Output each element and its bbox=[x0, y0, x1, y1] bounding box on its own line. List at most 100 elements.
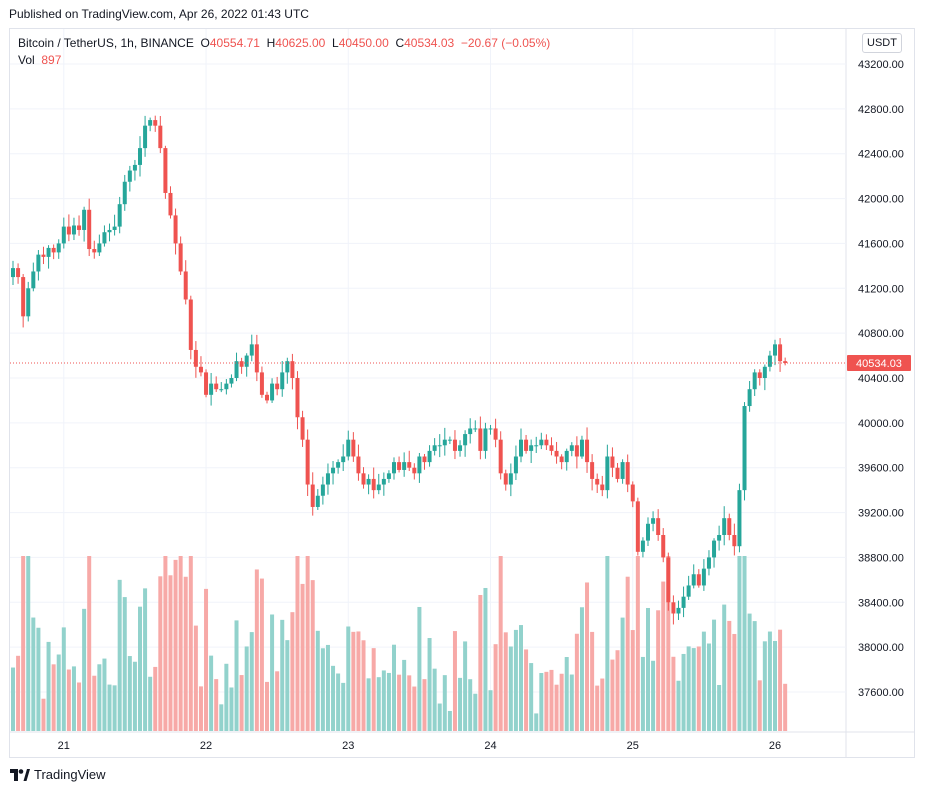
volume-bar bbox=[559, 673, 564, 731]
candle-body bbox=[422, 456, 427, 463]
volume-bar bbox=[300, 583, 305, 731]
candle-body bbox=[529, 445, 534, 451]
candle-body bbox=[366, 478, 371, 485]
volume-bar bbox=[92, 675, 97, 731]
candle-body bbox=[722, 518, 727, 535]
close-value: 40534.03 bbox=[404, 36, 455, 50]
time-tick-label: 25 bbox=[627, 740, 639, 752]
volume-bar bbox=[447, 710, 452, 731]
candle-body bbox=[46, 247, 51, 257]
candle-body bbox=[666, 557, 671, 603]
volume-bar bbox=[320, 648, 325, 731]
price-tick-label: 42400.00 bbox=[858, 149, 904, 161]
volume-bar bbox=[61, 627, 66, 731]
volume-bar bbox=[742, 556, 747, 731]
volume-bar bbox=[407, 675, 412, 731]
volume-bar bbox=[549, 669, 554, 731]
candle-body bbox=[412, 467, 417, 474]
candle-body bbox=[519, 439, 523, 457]
candle-body bbox=[193, 349, 198, 367]
volume-bar bbox=[757, 680, 762, 731]
volume-bar bbox=[478, 594, 483, 731]
candle-body bbox=[376, 484, 381, 491]
volume-bar bbox=[595, 685, 600, 731]
candle-body bbox=[97, 243, 102, 253]
candle-body bbox=[651, 518, 656, 524]
candle-body bbox=[214, 383, 219, 390]
candle-body bbox=[122, 181, 127, 205]
time-axis: 21 22 23 24 25 26 bbox=[58, 740, 781, 752]
volume-bar bbox=[605, 556, 610, 731]
volume-bar bbox=[153, 666, 158, 731]
volume-bar bbox=[585, 582, 590, 731]
candle-body bbox=[590, 462, 595, 479]
candle-body bbox=[458, 445, 463, 451]
candle-body bbox=[153, 120, 158, 126]
volume-bar bbox=[463, 641, 468, 731]
candle-body bbox=[727, 518, 732, 535]
volume-bar bbox=[26, 556, 31, 731]
candle-body bbox=[290, 361, 295, 378]
candle-body bbox=[585, 439, 590, 463]
volume-bar bbox=[727, 620, 732, 731]
volume-bar bbox=[122, 597, 127, 731]
candle-body bbox=[173, 215, 178, 244]
candle-body bbox=[676, 607, 681, 614]
currency-unit-button[interactable]: USDT bbox=[862, 33, 902, 53]
volume-bar bbox=[315, 630, 320, 731]
chart-frame[interactable] bbox=[9, 28, 915, 758]
volume-bar bbox=[158, 576, 163, 731]
candle-body bbox=[204, 372, 209, 395]
volume-bar bbox=[681, 653, 686, 731]
low-value: 40450.00 bbox=[338, 36, 389, 50]
symbol-title[interactable]: Bitcoin / TetherUS, 1h, BINANCE bbox=[18, 36, 194, 50]
candle-body bbox=[132, 164, 137, 171]
candle-body bbox=[397, 462, 402, 470]
volume-bar bbox=[331, 665, 336, 731]
candle-body bbox=[778, 344, 783, 362]
candle-body bbox=[717, 535, 722, 541]
volume-bar bbox=[397, 674, 402, 731]
published-caption: Published on TradingView.com, Apr 26, 20… bbox=[9, 7, 309, 21]
volume-bar bbox=[138, 606, 142, 731]
candle-body bbox=[767, 355, 772, 367]
price-tick-label: 40400.00 bbox=[858, 373, 904, 385]
volume-bar bbox=[285, 640, 290, 731]
tradingview-logo[interactable]: TradingView bbox=[10, 767, 106, 782]
time-tick-label: 23 bbox=[342, 740, 354, 752]
candle-body bbox=[285, 361, 290, 373]
volume-bar bbox=[468, 679, 473, 731]
candle-body bbox=[544, 439, 549, 446]
volume-bar bbox=[483, 587, 488, 731]
volume-bar bbox=[31, 617, 36, 731]
volume-bar bbox=[244, 646, 249, 731]
volume-bar bbox=[752, 621, 757, 731]
candle-body bbox=[493, 428, 498, 440]
candle-body bbox=[102, 232, 107, 244]
price-candles bbox=[11, 115, 788, 625]
volume-bar bbox=[102, 658, 107, 731]
candle-body bbox=[148, 120, 153, 126]
volume-bar bbox=[356, 631, 361, 731]
volume-bar bbox=[773, 640, 777, 731]
volume-bar bbox=[635, 556, 640, 731]
candle-body bbox=[107, 229, 112, 233]
volume-bar bbox=[574, 633, 579, 731]
price-tick-label: 42800.00 bbox=[858, 104, 904, 116]
close-label: C bbox=[395, 36, 405, 50]
candle-body bbox=[92, 249, 97, 253]
volume-bar bbox=[508, 646, 513, 731]
volume-bar bbox=[452, 631, 457, 731]
volume-bar bbox=[265, 681, 269, 731]
volume-bar bbox=[254, 569, 259, 731]
volume-bar bbox=[564, 657, 569, 731]
candle-body bbox=[56, 243, 61, 253]
volume-bar bbox=[610, 659, 615, 731]
candle-body bbox=[452, 439, 457, 451]
volume-bar bbox=[51, 664, 56, 731]
volume-bar bbox=[188, 556, 193, 731]
volume-bar bbox=[767, 631, 772, 731]
volume-bar bbox=[666, 556, 671, 731]
volume-bar bbox=[762, 641, 767, 731]
